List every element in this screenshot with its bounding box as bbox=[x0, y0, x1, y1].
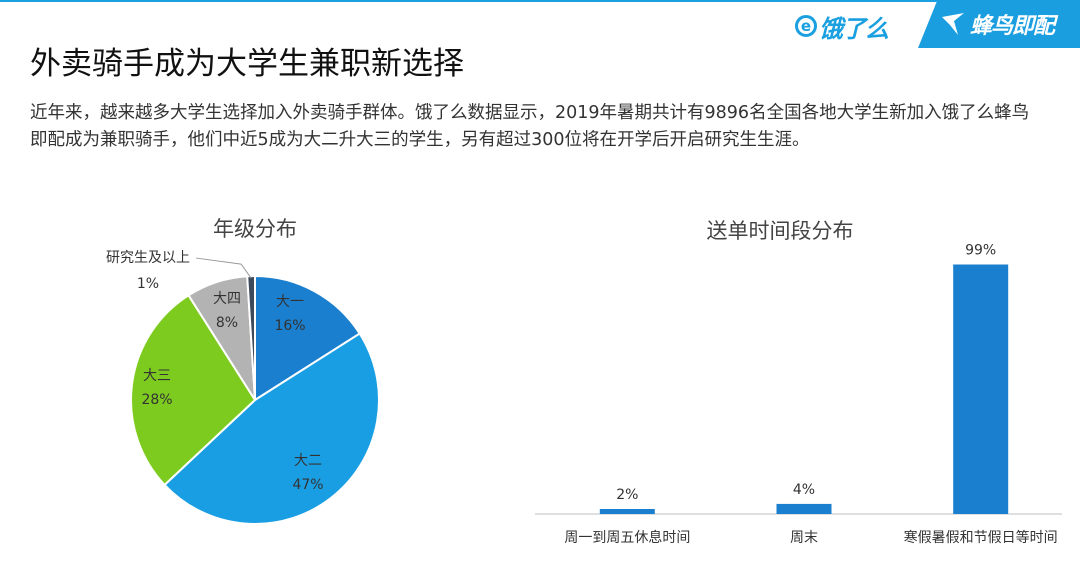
bar-chart: 2% 周一到周五休息时间 4% 周末 99% 寒假暑假和节假日等时间 bbox=[535, 243, 1062, 546]
pie-slice-value-4: 1% bbox=[137, 276, 159, 292]
pie-slice-value-2: 28% bbox=[141, 392, 172, 408]
pie-slice-label-2: 大三 bbox=[143, 368, 171, 384]
pie-slice-4 bbox=[246, 274, 256, 401]
pie-slice-1 bbox=[163, 332, 380, 525]
page-title: 外卖骑手成为大学生兼职新选择 bbox=[30, 46, 464, 82]
pie-slice-2 bbox=[130, 293, 257, 487]
page-description: 近年来，越来越多大学生选择加入外卖骑手群体。饿了么数据显示，2019年暑期共计有… bbox=[30, 103, 1030, 150]
bar-2 bbox=[953, 264, 1009, 514]
pie-chart: 大一 16% 大二 47% 大三 28% 大四 8% 研究生及以上 1% bbox=[106, 250, 380, 525]
bar-value-label-0: 2% bbox=[616, 487, 638, 503]
eleme-logo: e 饿了么 bbox=[795, 10, 889, 43]
bar-category-label-2: 寒假暑假和节假日等时间 bbox=[904, 529, 1058, 546]
bar-1 bbox=[776, 503, 832, 514]
fengniao-logo-text: 蜂鸟即配 bbox=[970, 14, 1055, 39]
bar-0 bbox=[599, 509, 655, 514]
bar-category-label-0: 周一到周五休息时间 bbox=[564, 529, 690, 546]
bar-value-label-1: 4% bbox=[793, 482, 815, 498]
bar-value-label-2: 99% bbox=[965, 243, 996, 259]
bar-category-label-1: 周末 bbox=[790, 530, 818, 546]
fengniao-logo: 蜂鸟即配 bbox=[918, 0, 1080, 48]
pie-slice-value-0: 16% bbox=[274, 318, 305, 334]
pie-slice-label-4: 研究生及以上 bbox=[106, 250, 190, 266]
bar-chart-title: 送单时间段分布 bbox=[706, 219, 854, 243]
top-accent-line bbox=[0, 0, 1080, 2]
pie-slice-label-0: 大一 bbox=[276, 294, 304, 310]
pie-slice-label-3: 大四 bbox=[213, 291, 241, 307]
bird-icon bbox=[942, 13, 964, 35]
eleme-logo-text: 饿了么 bbox=[819, 14, 889, 43]
pie-chart-title: 年级分布 bbox=[213, 217, 297, 241]
pie-slice-value-1: 47% bbox=[292, 477, 323, 493]
pie-slice-label-1: 大二 bbox=[294, 453, 322, 469]
pie-slice-value-3: 8% bbox=[216, 315, 238, 331]
pie-slice-0 bbox=[254, 274, 362, 402]
pie-leader-line-4 bbox=[196, 257, 252, 279]
eleme-e-icon: e bbox=[795, 15, 817, 37]
